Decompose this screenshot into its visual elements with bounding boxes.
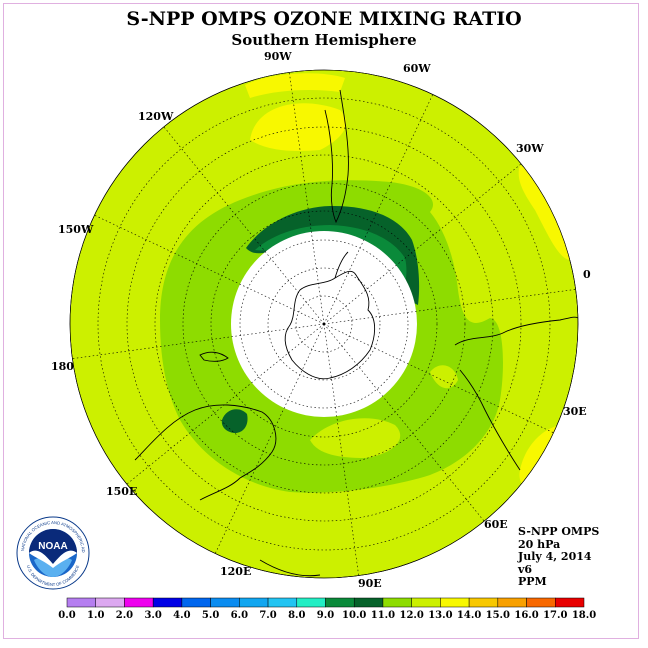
noaa-logo-text: NOAA [38, 541, 67, 552]
coast-antarctica [284, 270, 376, 380]
high-region-top-edge [245, 73, 345, 98]
lon-label-0: 0 [583, 268, 591, 281]
info-version: v6 [518, 562, 533, 576]
noaa-logo: NOAA NATIONAL OCEANIC AND ATMOSPHERIC AD… [16, 516, 90, 590]
plot-frame [3, 3, 639, 639]
coast-australia [134, 404, 277, 501]
info-block: S-NPP OMPS 20 hPa July 4, 2014 v6 PPM [518, 525, 600, 589]
lon-label-60e: 60E [484, 518, 508, 531]
lon-label-90e: 90E [358, 577, 382, 590]
coast-antarctic-peninsula [334, 251, 349, 279]
high-region-east [518, 165, 572, 261]
ozone-core-dark-green-2 [221, 409, 248, 434]
lon-label-30w: 30W [516, 142, 544, 155]
lon-label-90w: 90W [264, 50, 292, 63]
lon-label-180: 180 [51, 360, 74, 373]
south-pole-marker [322, 322, 326, 326]
info-date: July 4, 2014 [518, 550, 592, 564]
lon-label-150e: 150E [106, 485, 137, 498]
ozone-core-dark-green [246, 205, 420, 305]
lon-label-30e: 30E [563, 405, 587, 418]
meridians [70, 70, 578, 578]
coast-south-america [324, 89, 349, 224]
high-region-north [250, 103, 347, 151]
coast-new-zealand [199, 351, 229, 362]
ozone-patch-pale [310, 418, 401, 458]
latitude-circles [97, 97, 551, 551]
info-units: PPM [518, 575, 547, 589]
ozone-patch-pale-2 [430, 365, 458, 389]
info-level: 20 hPa [518, 537, 561, 551]
coast-africa [454, 316, 578, 471]
lon-label-120e: 120E [220, 565, 251, 578]
info-instrument: S-NPP OMPS [518, 525, 600, 538]
lon-label-120w: 120W [138, 110, 174, 123]
lon-label-60w: 60W [403, 62, 431, 75]
map-title: S-NPP OMPS OZONE MIXING RATIO [126, 8, 522, 30]
map-subtitle: Southern Hemisphere [231, 31, 417, 49]
lon-label-150w: 150W [58, 223, 94, 236]
